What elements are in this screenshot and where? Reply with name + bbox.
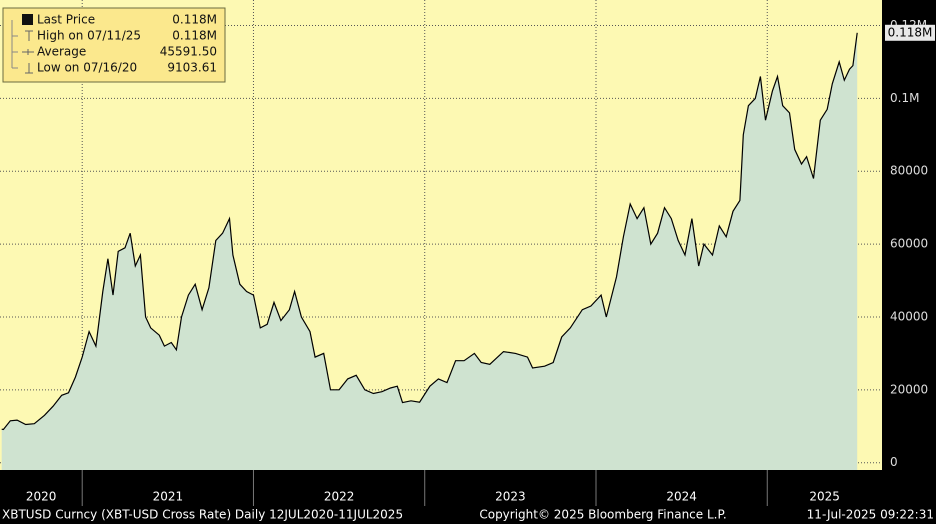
x-tick-label: 2025 xyxy=(809,490,840,504)
x-tick-label: 2020 xyxy=(26,490,57,504)
legend-label: Last Price xyxy=(37,13,95,27)
last-price-tag: 0.118M xyxy=(888,25,933,39)
footer-left: XBTUSD Curncy (XBT-USD Cross Rate) Daily… xyxy=(2,508,403,522)
price-line xyxy=(1,32,858,431)
y-tick-label: 60000 xyxy=(890,237,928,251)
legend-label: Average xyxy=(37,45,86,59)
y-tick-label: 40000 xyxy=(890,309,928,323)
last-price-tag-box xyxy=(885,24,935,41)
y-tick-label: 80000 xyxy=(890,164,928,178)
x-tick-label: 2024 xyxy=(666,490,697,504)
y-tick-label: 0 xyxy=(890,455,898,469)
legend-icon xyxy=(25,63,33,74)
legend-tree xyxy=(11,20,18,69)
x-tick-label: 2021 xyxy=(153,490,184,504)
legend-icon xyxy=(25,30,33,41)
overlay: Last Price 0.118M High on 07/11/25 0.118M Av… xyxy=(2,7,226,83)
legend-value: 0.118M xyxy=(172,29,217,43)
footer-center: Copyright© 2025 Bloomberg Finance L.P. xyxy=(479,508,726,522)
legend-value: 9103.61 xyxy=(167,61,217,75)
legend-box xyxy=(2,7,226,83)
area-fill xyxy=(1,32,858,471)
x-tick-label: 2023 xyxy=(495,490,526,504)
legend-swatch xyxy=(22,14,33,25)
legend-label: Low on 07/16/20 xyxy=(37,61,137,75)
y-tick-label: 20000 xyxy=(890,382,928,396)
legend-value: 0.118M xyxy=(172,13,217,27)
y-tick-label: 0.1M xyxy=(890,91,919,105)
footer-right: 11-Jul-2025 09:22:31 xyxy=(807,508,934,522)
x-tick-label: 2022 xyxy=(324,490,355,504)
legend-icon xyxy=(22,49,34,55)
legend-label: High on 07/11/25 xyxy=(37,29,141,43)
legend-value: 45591.50 xyxy=(160,45,217,59)
